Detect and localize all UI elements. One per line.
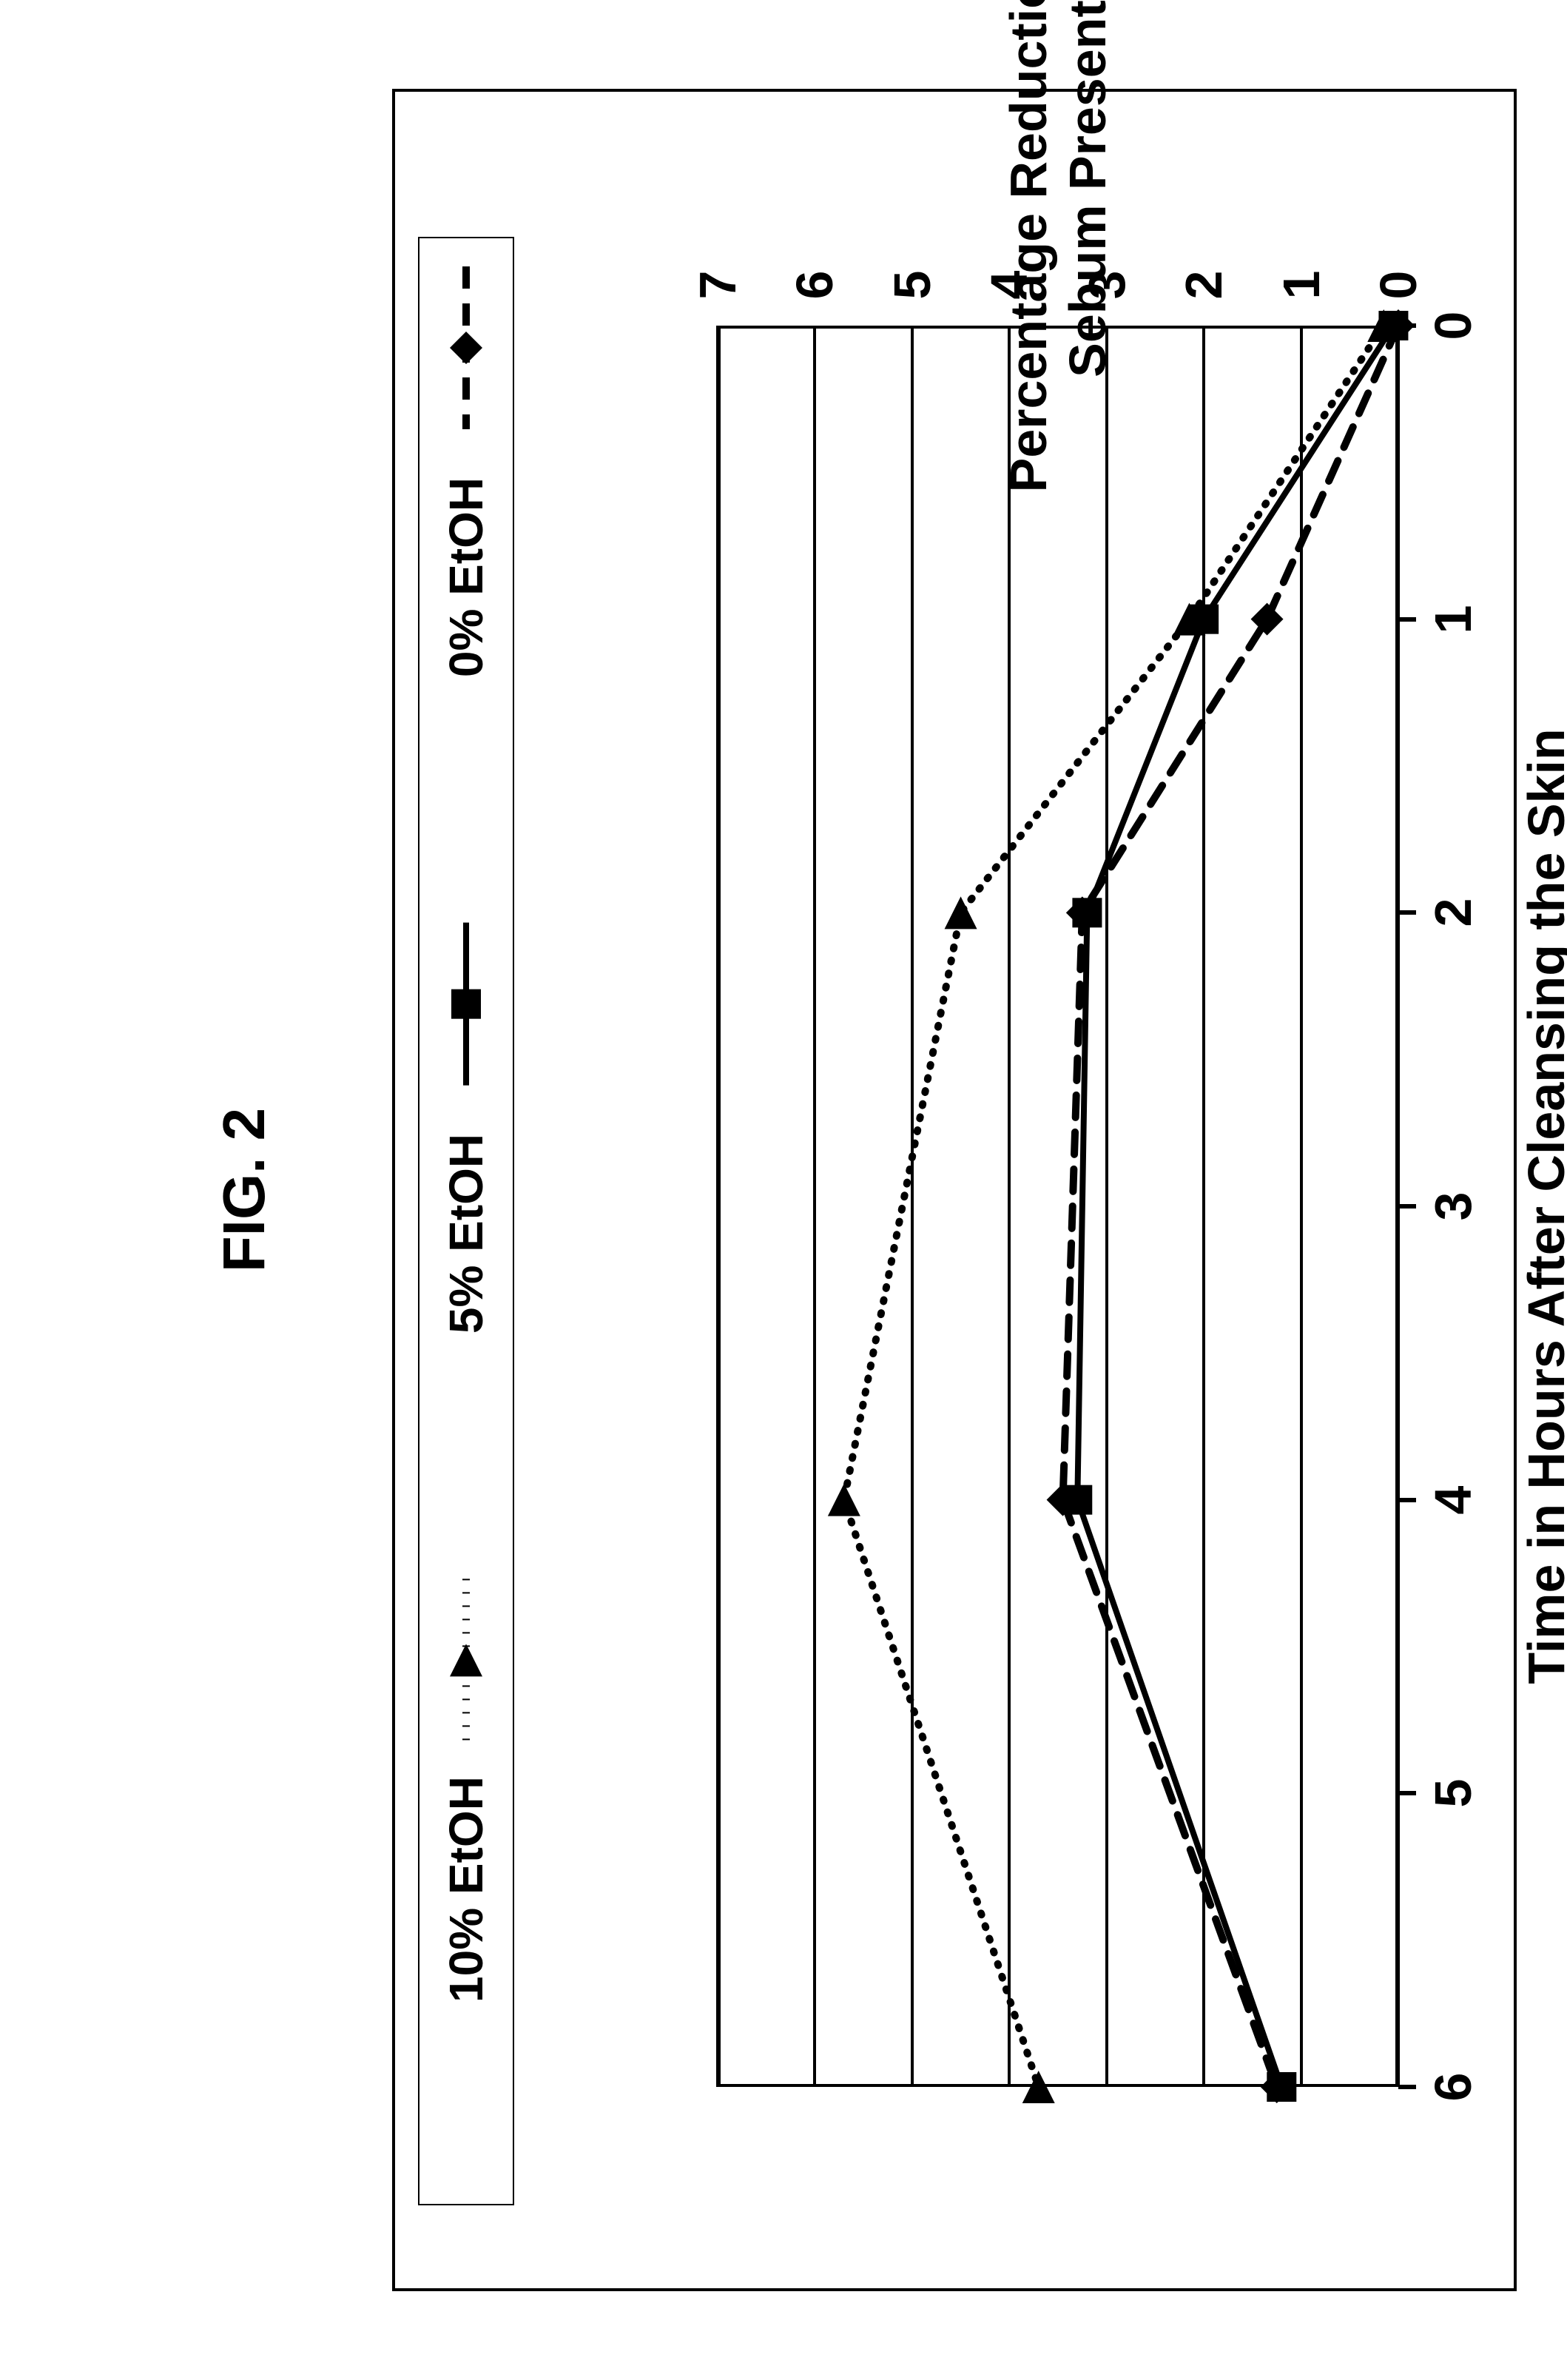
legend-label: 10% EtOH bbox=[439, 1776, 493, 2003]
y-axis-label-line2: Sebum Present bbox=[1058, 0, 1117, 492]
legend-label: 0% EtOH bbox=[439, 477, 493, 677]
legend-sample-marker bbox=[450, 332, 482, 364]
y-axis-label-line1: Percentage Reduction in bbox=[999, 0, 1058, 492]
legend-label: 5% EtOH bbox=[439, 1134, 493, 1334]
legend-sample-marker bbox=[451, 989, 481, 1019]
legend-sample-marker bbox=[450, 1644, 482, 1676]
legend-svg bbox=[0, 0, 1567, 2380]
y-axis-label: Percentage Reduction inSebum Present bbox=[999, 0, 1117, 492]
page: FIG. 2 0123456 01234567 Time in Hours Af… bbox=[0, 0, 1567, 2380]
